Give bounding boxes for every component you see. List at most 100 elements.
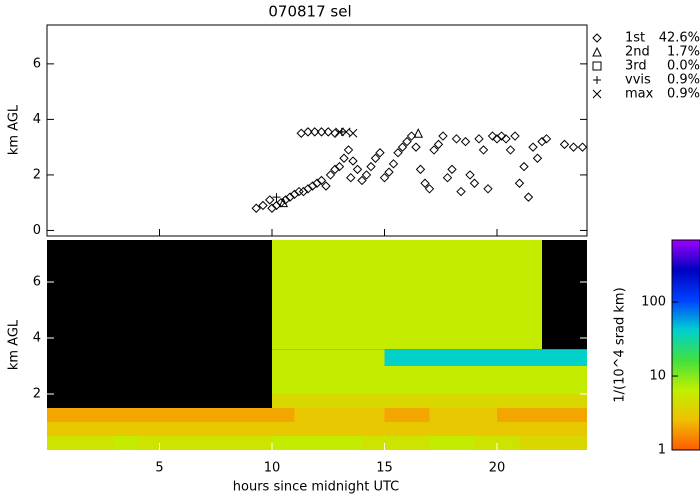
marker <box>456 186 466 197</box>
marker <box>379 172 390 183</box>
heatmap-cell <box>384 349 407 366</box>
heatmap-cell <box>407 436 430 450</box>
heatmap-cell <box>204 436 227 450</box>
heatmap-cell <box>542 436 565 450</box>
heatmap-cell <box>272 408 295 422</box>
heatmap-cell <box>69 408 92 422</box>
heatmap-cell <box>452 436 475 450</box>
heatmap-cell <box>317 394 340 408</box>
marker <box>388 159 399 169</box>
heatmap-cell <box>452 240 475 310</box>
heatmap-cell <box>519 408 542 422</box>
colorbar <box>671 239 700 451</box>
heatmap-cell <box>407 240 430 310</box>
marker <box>330 128 340 138</box>
x-tick-label: 5 <box>155 461 163 476</box>
marker <box>361 170 372 180</box>
y-axis-label: km AGL <box>7 104 22 155</box>
heatmap-cell <box>294 394 317 408</box>
heatmap-cell <box>542 394 565 408</box>
marker <box>559 139 570 150</box>
heatmap-cell <box>339 408 362 422</box>
legend-label: 1st <box>625 31 645 46</box>
marker <box>415 164 426 175</box>
heatmap-cell <box>452 310 475 350</box>
heatmap-cell <box>114 408 137 422</box>
heatmap-cell <box>317 310 340 350</box>
legend-label: 3rd <box>625 59 647 74</box>
marker <box>523 192 534 202</box>
marker <box>460 136 471 147</box>
marker <box>272 193 281 202</box>
marker <box>406 131 417 141</box>
marker <box>325 170 336 180</box>
marker <box>465 170 475 180</box>
legend-value: 0.0% <box>667 59 700 74</box>
marker <box>303 184 313 194</box>
marker <box>541 134 552 144</box>
heatmap-cell <box>182 422 205 436</box>
heatmap-cell <box>384 366 407 394</box>
heatmap-cell <box>272 436 295 450</box>
heatmap-cell <box>272 240 295 310</box>
marker <box>568 142 579 152</box>
heatmap-cell <box>317 349 340 366</box>
y-tick-label: 4 <box>33 331 41 346</box>
marker <box>352 164 363 175</box>
y-tick-label: 4 <box>33 112 41 127</box>
heatmap-cell <box>474 349 497 366</box>
heatmap-cell <box>474 394 497 408</box>
legend-value: 1.7% <box>667 45 700 60</box>
colorbar-tick-label: 10 <box>649 369 666 384</box>
legend-label: max <box>625 87 654 102</box>
heatmap-cell <box>339 366 362 394</box>
heatmap-cell <box>272 310 295 350</box>
heatmap-cell <box>362 349 385 366</box>
heatmap-cell <box>317 240 340 310</box>
heatmap-cell <box>92 408 115 422</box>
heatmap-cell <box>47 408 70 422</box>
heatmap-cell <box>362 436 385 450</box>
marker <box>278 197 289 208</box>
chart-title: 070817 sel <box>268 3 351 21</box>
heatmap-cell <box>564 366 587 394</box>
marker <box>348 156 358 166</box>
heatmap-cell <box>294 240 317 310</box>
marker <box>510 131 520 141</box>
marker <box>251 203 261 213</box>
heatmap-cell <box>519 394 542 408</box>
heatmap-cell <box>339 436 362 450</box>
marker <box>384 167 394 177</box>
marker <box>528 142 538 152</box>
heatmap-cell <box>407 366 430 394</box>
heatmap-cell <box>294 366 317 394</box>
legend-symbol <box>592 61 602 71</box>
heatmap-cell <box>497 408 520 422</box>
marker <box>346 172 356 183</box>
x-tick-label: 10 <box>264 461 281 476</box>
heatmap-cell <box>182 436 205 450</box>
heatmap-cell <box>429 436 452 450</box>
heatmap-cell <box>407 422 430 436</box>
colorbar-label: 1/(10^4 srad km) <box>613 287 628 402</box>
heatmap-cell <box>362 408 385 422</box>
marker <box>505 145 516 155</box>
heatmap-cell <box>452 408 475 422</box>
heatmap-cell <box>204 408 227 422</box>
heatmap-cell <box>249 408 272 422</box>
heatmap-cell <box>317 422 340 436</box>
heatmap-cell <box>429 408 452 422</box>
marker <box>537 136 547 147</box>
marker <box>366 161 376 172</box>
legend-value: 0.9% <box>667 73 700 88</box>
x-axis-label: hours since midnight UTC <box>233 480 399 495</box>
heatmap-cell <box>429 366 452 394</box>
heatmap-cell <box>249 436 272 450</box>
marker <box>496 131 507 141</box>
heatmap-cell <box>362 240 385 310</box>
heatmap-cell <box>407 408 430 422</box>
heatmap-cell <box>294 349 317 366</box>
heatmap-cell <box>429 240 452 310</box>
heatmap-cell <box>362 394 385 408</box>
heatmap-cell <box>429 422 452 436</box>
